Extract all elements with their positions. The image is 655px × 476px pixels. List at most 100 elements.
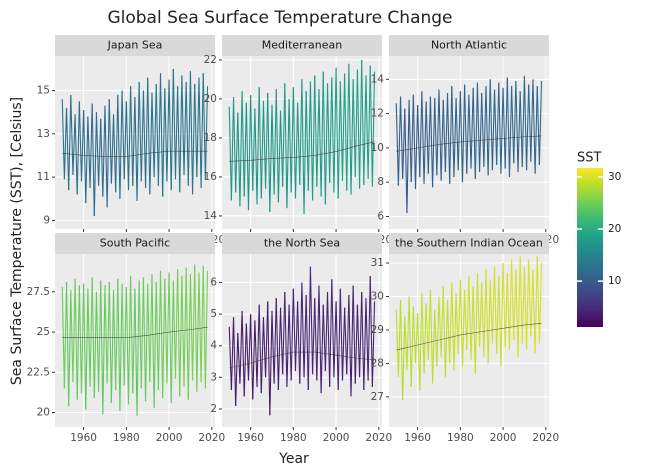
line-segment	[202, 266, 206, 389]
line-segment	[179, 275, 183, 397]
line-segment	[425, 303, 429, 361]
line-segment	[147, 283, 151, 382]
line-segment	[528, 84, 532, 162]
line-segment	[402, 108, 406, 179]
line-segment	[91, 103, 95, 217]
line-segment	[508, 259, 513, 351]
line-segment	[504, 273, 508, 347]
line-segment	[476, 273, 481, 347]
line-segment	[365, 298, 369, 381]
line-segment	[262, 100, 267, 189]
trend-line	[229, 351, 375, 369]
line-segment	[459, 91, 464, 183]
line-segment	[348, 295, 352, 397]
line-segment	[138, 81, 142, 182]
line-segment	[290, 288, 294, 381]
line-segment	[189, 274, 194, 381]
strip	[222, 233, 382, 254]
x-axis-label: Year	[278, 451, 309, 467]
line-segment	[453, 293, 457, 371]
line-segment	[127, 275, 132, 405]
line-segment	[138, 280, 142, 389]
line-segment	[506, 273, 511, 351]
y-tick-label: 6	[210, 276, 217, 288]
line-segment	[277, 110, 282, 203]
line-segment	[500, 87, 504, 174]
line-segment	[329, 77, 333, 183]
line-segment	[318, 89, 322, 197]
line-segment	[346, 63, 350, 191]
line-segment	[204, 270, 209, 389]
strip	[55, 35, 215, 56]
line-segment	[312, 75, 316, 201]
line-segment	[269, 310, 273, 416]
line-segment	[446, 93, 451, 184]
trend-line	[62, 150, 208, 157]
line-segment	[267, 301, 271, 416]
line-segment	[483, 86, 487, 167]
line-segment	[228, 326, 232, 391]
line-segment	[314, 298, 318, 381]
line-segment	[200, 266, 204, 382]
line-segment	[326, 83, 331, 183]
line-segment	[247, 94, 252, 211]
line-segment	[267, 93, 271, 213]
line-segment	[457, 279, 461, 354]
line-segment	[521, 266, 525, 344]
line-segment	[436, 296, 440, 367]
y-tick-label: 5	[210, 308, 217, 320]
line-segment	[275, 89, 279, 203]
line-segment	[318, 285, 322, 394]
line-segment	[185, 81, 189, 186]
facet: 91113151960198020002020Japan Sea	[37, 35, 225, 246]
line-segment	[526, 84, 530, 171]
line-segment	[498, 276, 502, 367]
line-segment	[481, 283, 485, 357]
line-segment	[292, 87, 297, 199]
line-segment	[194, 84, 198, 178]
strip	[389, 233, 549, 254]
line-segment	[303, 91, 307, 214]
line-segment	[459, 279, 464, 367]
line-segment	[230, 317, 235, 391]
line-segment	[316, 89, 320, 187]
line-segment	[515, 269, 519, 357]
x-tick-label: 1980	[447, 432, 474, 444]
line-segment	[153, 282, 157, 408]
line-segment	[162, 278, 166, 399]
line-segment	[423, 101, 427, 184]
line-segment	[320, 71, 324, 197]
x-tick-label: 2020	[198, 432, 225, 444]
line-segment	[258, 87, 262, 199]
line-segment	[250, 94, 254, 191]
line-segment	[528, 259, 532, 337]
y-tick-label: 12	[371, 108, 384, 120]
line-segment	[339, 288, 344, 381]
line-segment	[157, 73, 162, 186]
line-segment	[172, 280, 177, 379]
line-segment	[142, 90, 147, 188]
line-segment	[68, 94, 72, 191]
line-segment	[256, 87, 260, 205]
line-segment	[136, 81, 140, 201]
line-segment	[404, 316, 408, 371]
line-segment	[98, 280, 102, 392]
line-segment	[496, 276, 500, 354]
line-segment	[479, 283, 483, 347]
line-segment	[493, 89, 498, 166]
line-segment	[485, 269, 489, 364]
line-segment	[397, 299, 402, 377]
strip	[55, 233, 215, 254]
line-segment	[455, 98, 459, 171]
line-segment	[149, 92, 153, 195]
line-segment	[331, 279, 335, 378]
line-segment	[174, 269, 179, 379]
line-segment	[198, 272, 202, 382]
line-segment	[102, 285, 106, 415]
y-tick-label: 6	[377, 210, 384, 222]
line-segment	[466, 94, 470, 174]
line-segment	[449, 86, 453, 184]
line-segment	[404, 108, 408, 214]
line-segment	[98, 118, 102, 186]
line-segment	[399, 299, 404, 401]
